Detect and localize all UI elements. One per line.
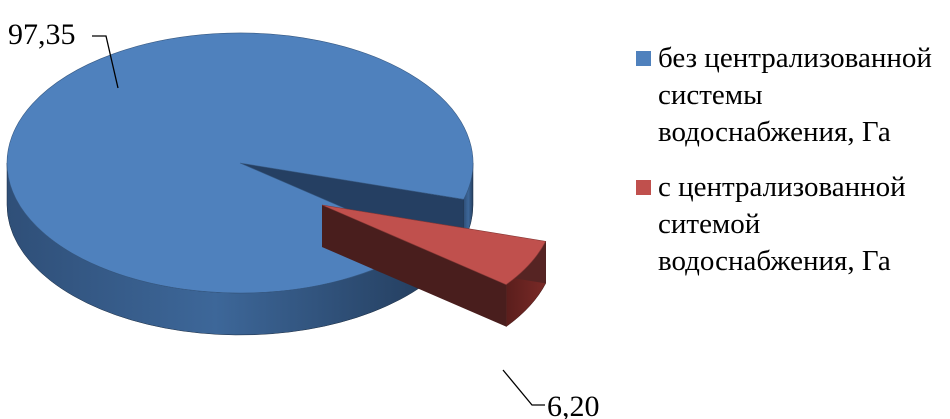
- legend-swatch-red: [636, 180, 651, 195]
- pie-slice-with-central-water: [321, 204, 547, 328]
- legend-label: с централизованной ситемой водоснабжения…: [658, 171, 906, 277]
- legend: без централизованной системы водоснабжен…: [636, 40, 950, 298]
- leader-line: [502, 369, 545, 406]
- legend-item-with-central-water: с централизованной ситемой водоснабжения…: [636, 169, 950, 280]
- legend-label: без централизованной системы водоснабжен…: [658, 42, 932, 148]
- data-label-with-central-water: 6,20: [547, 390, 600, 419]
- data-label-without-central-water: 97,35: [8, 18, 76, 51]
- pie-slice-without-central-water: [6, 32, 474, 336]
- pie-radial-face: [322, 205, 507, 327]
- legend-item-without-central-water: без централизованной системы водоснабжен…: [636, 40, 950, 151]
- leader-line: [92, 35, 119, 89]
- pie-top-face: [321, 204, 547, 285]
- legend-swatch-blue: [636, 51, 651, 66]
